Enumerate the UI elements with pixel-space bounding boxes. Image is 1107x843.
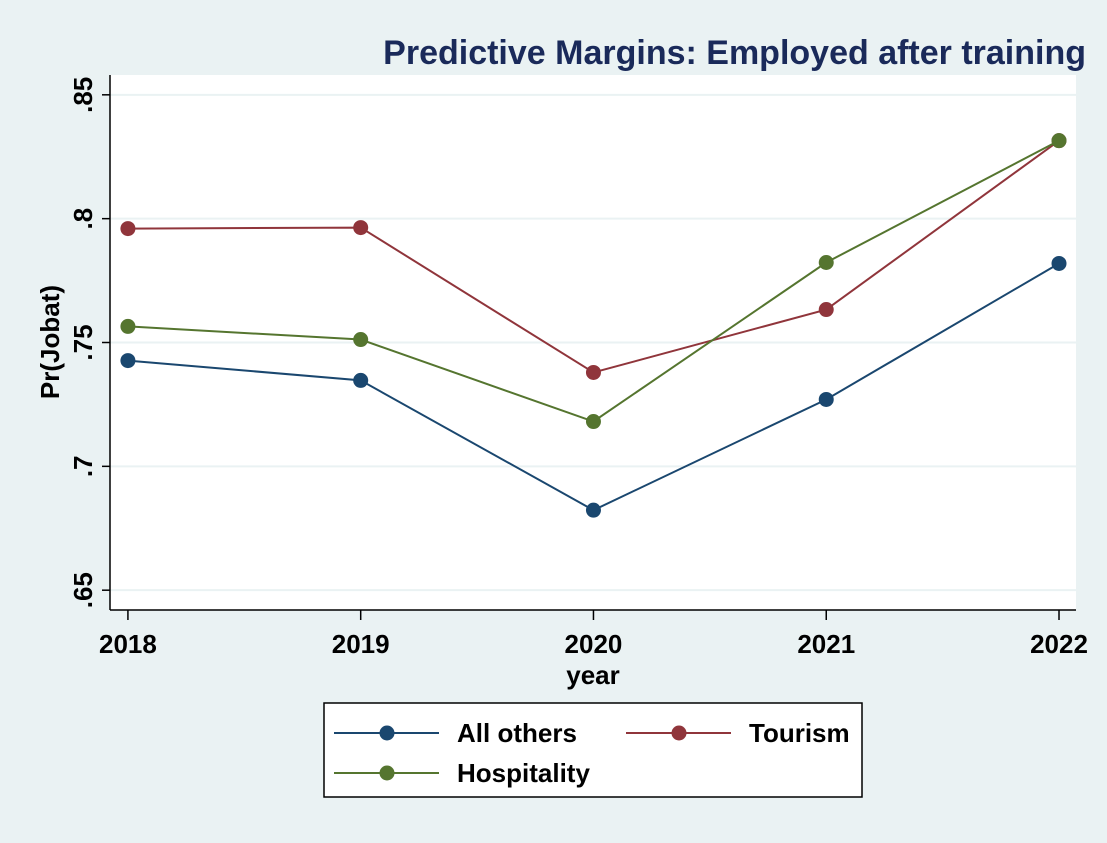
data-point xyxy=(585,502,601,518)
data-point xyxy=(353,372,369,388)
data-point xyxy=(818,391,834,407)
legend-marker xyxy=(379,765,395,781)
data-point xyxy=(585,364,601,380)
data-point xyxy=(818,302,834,318)
data-point xyxy=(353,332,369,348)
data-point xyxy=(1051,255,1067,271)
x-tick-label: 2021 xyxy=(797,629,855,659)
data-point xyxy=(120,353,136,369)
legend-label: All others xyxy=(457,718,577,748)
y-tick-label: .8 xyxy=(68,208,98,230)
x-tick-label: 2020 xyxy=(565,629,623,659)
y-tick-label: .75 xyxy=(68,324,98,360)
y-tick-label: .7 xyxy=(68,455,98,477)
x-axis-title: year xyxy=(566,660,620,690)
data-point xyxy=(120,221,136,237)
data-point xyxy=(585,414,601,430)
data-point xyxy=(1051,133,1067,149)
data-point xyxy=(353,220,369,236)
chart-title: Predictive Margins: Employed after train… xyxy=(383,34,1086,72)
legend-label: Hospitality xyxy=(457,758,590,788)
legend-marker xyxy=(379,725,395,741)
legend-box xyxy=(323,702,863,798)
x-tick-label: 2018 xyxy=(99,629,157,659)
legend-label: Tourism xyxy=(749,718,850,748)
x-tick-label: 2019 xyxy=(332,629,390,659)
x-tick-label: 2022 xyxy=(1030,629,1088,659)
y-tick-label: .85 xyxy=(68,77,98,113)
data-point xyxy=(818,254,834,270)
legend-marker xyxy=(671,725,687,741)
y-tick-label: .65 xyxy=(68,572,98,608)
y-axis-title: Pr(Jobat) xyxy=(35,285,65,399)
data-point xyxy=(120,318,136,334)
